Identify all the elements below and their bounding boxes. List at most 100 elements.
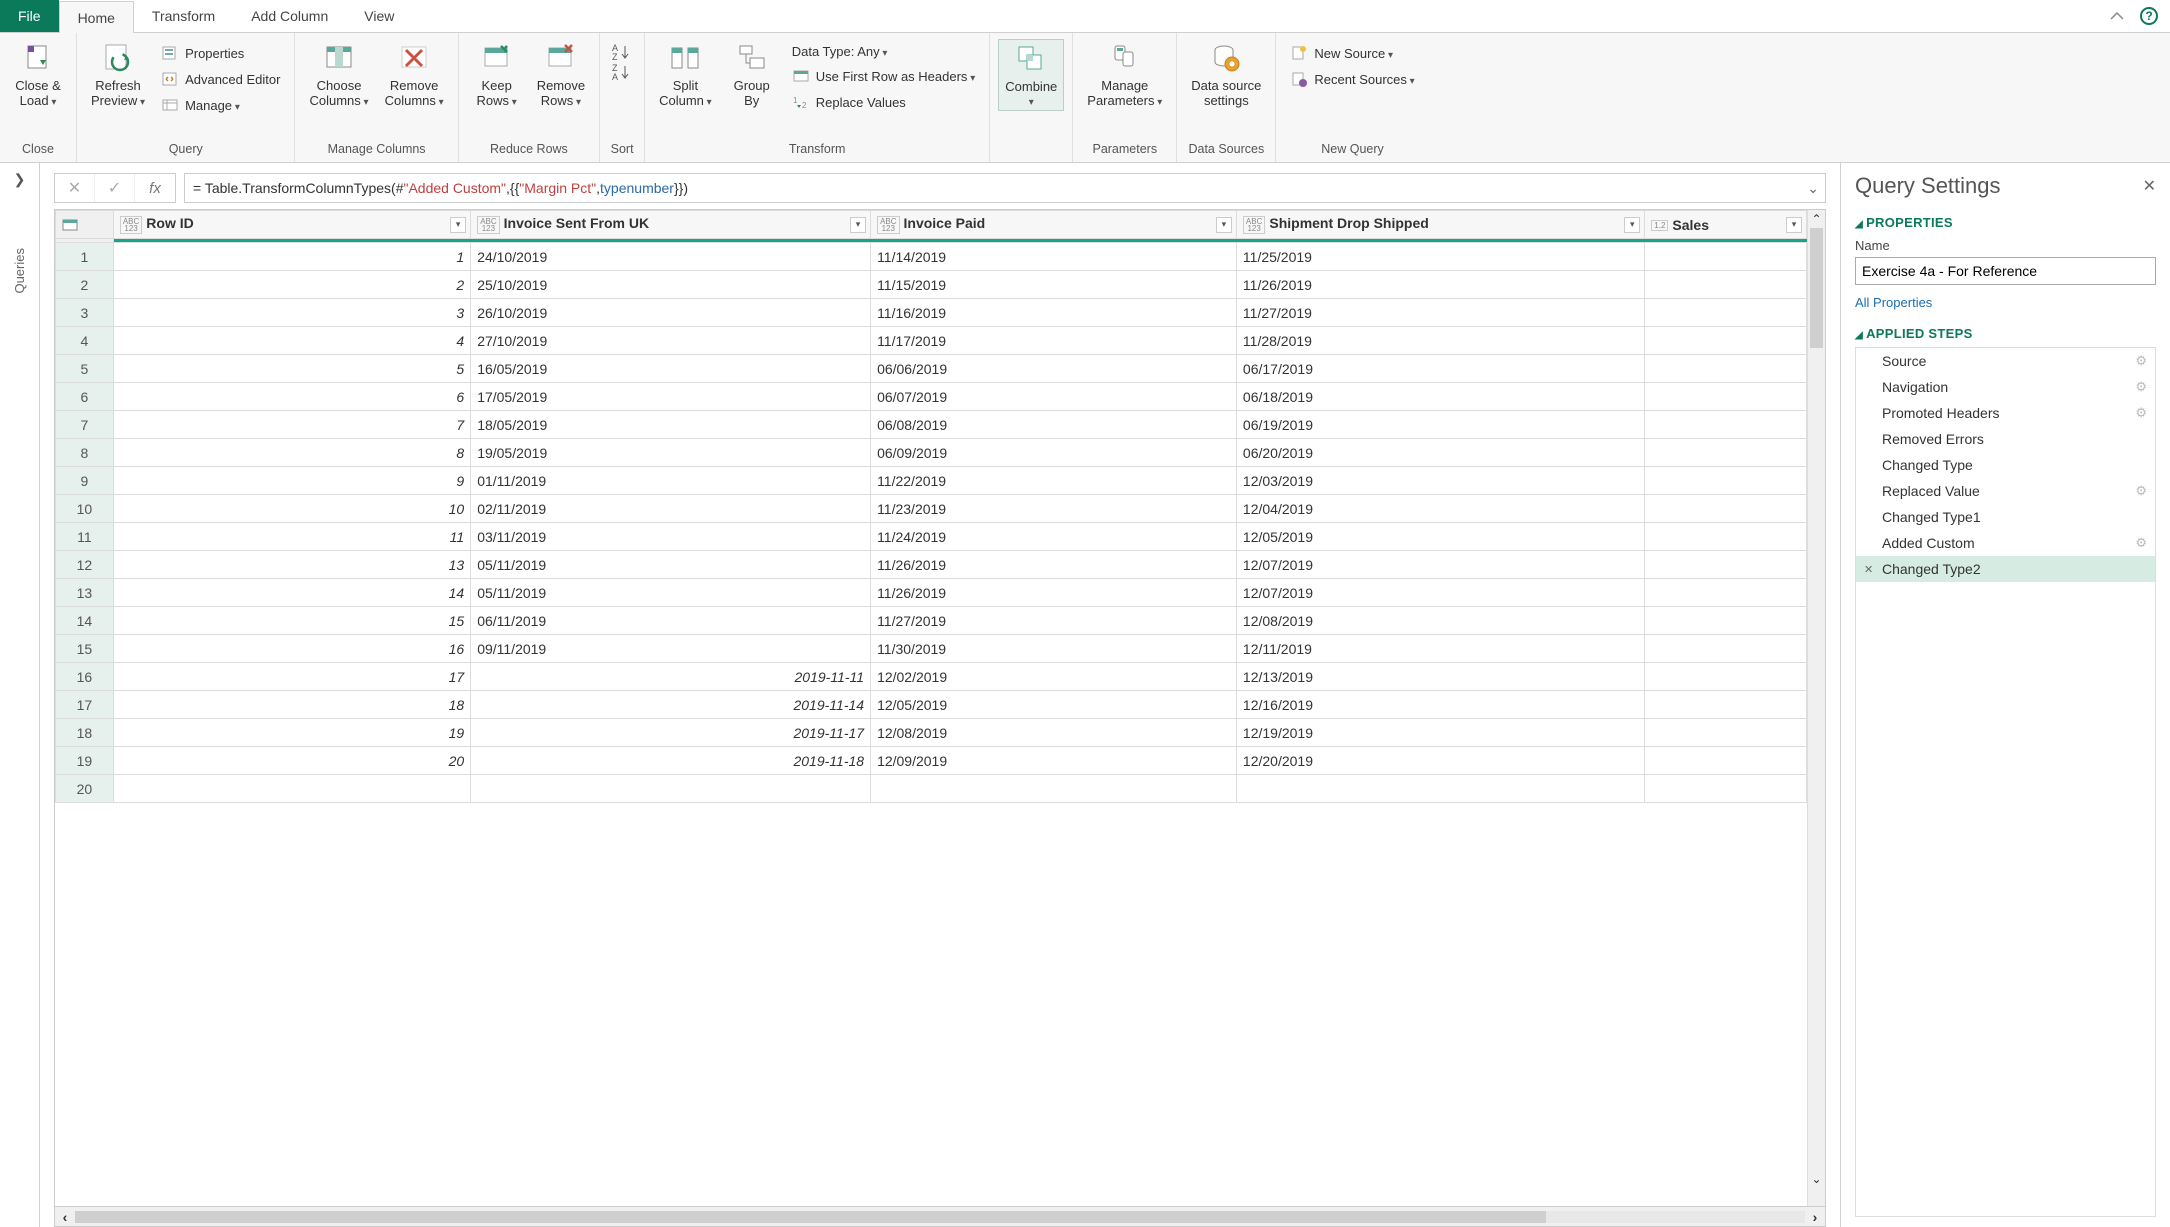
step-gear-icon[interactable]: ⚙ xyxy=(2135,379,2147,395)
split-column-button[interactable]: Split Column xyxy=(653,39,718,111)
cell[interactable]: 11 xyxy=(113,523,470,551)
scroll-up-icon[interactable]: ⌃ xyxy=(1808,212,1825,226)
cell[interactable] xyxy=(871,775,1237,803)
step-gear-icon[interactable]: ⚙ xyxy=(2135,353,2147,369)
cell[interactable] xyxy=(1645,579,1807,607)
cell[interactable]: 12/11/2019 xyxy=(1236,635,1644,663)
tab-transform[interactable]: Transform xyxy=(134,0,233,32)
cell[interactable]: 7 xyxy=(113,411,470,439)
column-filter-icon[interactable]: ▾ xyxy=(450,217,466,233)
collapse-ribbon-icon[interactable] xyxy=(2106,5,2128,27)
row-number[interactable]: 17 xyxy=(56,691,114,719)
cell[interactable]: 11/16/2019 xyxy=(871,299,1237,327)
cell[interactable] xyxy=(1236,775,1644,803)
cell[interactable]: 12/03/2019 xyxy=(1236,467,1644,495)
row-number[interactable]: 14 xyxy=(56,607,114,635)
vertical-scrollbar[interactable]: ⌃ ⌄ xyxy=(1807,210,1825,1206)
close-settings-icon[interactable]: ✕ xyxy=(2143,176,2156,196)
cell[interactable]: 2019-11-17 xyxy=(471,719,871,747)
row-number[interactable]: 20 xyxy=(56,775,114,803)
table-row[interactable]: 12 13 05/11/2019 11/26/2019 12/07/2019 xyxy=(56,551,1807,579)
replace-values-button[interactable]: 12Replace Values xyxy=(786,90,982,114)
cell[interactable] xyxy=(471,775,871,803)
step-gear-icon[interactable]: ⚙ xyxy=(2135,483,2147,499)
cell[interactable]: 8 xyxy=(113,439,470,467)
remove-columns-button[interactable]: Remove Columns xyxy=(379,39,450,111)
cell[interactable]: 3 xyxy=(113,299,470,327)
table-row[interactable]: 10 10 02/11/2019 11/23/2019 12/04/2019 xyxy=(56,495,1807,523)
formula-cancel-icon[interactable]: ✕ xyxy=(55,174,95,202)
data-source-settings-button[interactable]: Data source settings xyxy=(1185,39,1267,111)
table-row[interactable]: 15 16 09/11/2019 11/30/2019 12/11/2019 xyxy=(56,635,1807,663)
table-row[interactable]: 20 xyxy=(56,775,1807,803)
column-header[interactable]: ABC123Invoice Sent From UK▾ xyxy=(471,211,871,239)
tab-view[interactable]: View xyxy=(346,0,412,32)
cell[interactable]: 06/08/2019 xyxy=(871,411,1237,439)
cell[interactable] xyxy=(1645,719,1807,747)
refresh-preview-button[interactable]: Refresh Preview xyxy=(85,39,151,111)
advanced-editor-button[interactable]: Advanced Editor xyxy=(155,67,286,91)
cell[interactable]: 11/27/2019 xyxy=(871,607,1237,635)
cell[interactable] xyxy=(1645,439,1807,467)
formula-dropdown-icon[interactable]: ⌄ xyxy=(1807,180,1819,197)
cell[interactable]: 12/07/2019 xyxy=(1236,551,1644,579)
row-number[interactable]: 16 xyxy=(56,663,114,691)
cell[interactable]: 12/08/2019 xyxy=(1236,607,1644,635)
applied-step[interactable]: Changed Type2 xyxy=(1856,556,2155,582)
row-number[interactable]: 11 xyxy=(56,523,114,551)
cell[interactable]: 11/26/2019 xyxy=(871,579,1237,607)
column-filter-icon[interactable]: ▾ xyxy=(1786,217,1802,233)
cell[interactable]: 19 xyxy=(113,719,470,747)
column-filter-icon[interactable]: ▾ xyxy=(1624,217,1640,233)
close-load-button[interactable]: Close & Load xyxy=(8,39,68,111)
cell[interactable]: 12/19/2019 xyxy=(1236,719,1644,747)
cell[interactable]: 27/10/2019 xyxy=(471,327,871,355)
cell[interactable]: 12/05/2019 xyxy=(1236,523,1644,551)
cell[interactable]: 01/11/2019 xyxy=(471,467,871,495)
cell[interactable] xyxy=(1645,467,1807,495)
table-row[interactable]: 8 8 19/05/2019 06/09/2019 06/20/2019 xyxy=(56,439,1807,467)
cell[interactable]: 26/10/2019 xyxy=(471,299,871,327)
row-number[interactable]: 7 xyxy=(56,411,114,439)
tab-add-column[interactable]: Add Column xyxy=(233,0,346,32)
row-number[interactable]: 6 xyxy=(56,383,114,411)
cell[interactable]: 06/19/2019 xyxy=(1236,411,1644,439)
cell[interactable]: 11/14/2019 xyxy=(871,243,1237,271)
cell[interactable] xyxy=(1645,663,1807,691)
cell[interactable]: 03/11/2019 xyxy=(471,523,871,551)
grid-corner[interactable] xyxy=(56,211,114,239)
applied-step[interactable]: Removed Errors xyxy=(1856,426,2155,452)
row-number[interactable]: 13 xyxy=(56,579,114,607)
cell[interactable]: 16 xyxy=(113,635,470,663)
applied-step[interactable]: Added Custom ⚙ xyxy=(1856,530,2155,556)
table-row[interactable]: 18 19 2019-11-17 12/08/2019 12/19/2019 xyxy=(56,719,1807,747)
cell[interactable]: 12/09/2019 xyxy=(871,747,1237,775)
cell[interactable]: 24/10/2019 xyxy=(471,243,871,271)
table-row[interactable]: 2 2 25/10/2019 11/15/2019 11/26/2019 xyxy=(56,271,1807,299)
tab-home[interactable]: Home xyxy=(59,1,134,33)
properties-button[interactable]: Properties xyxy=(155,41,286,65)
cell[interactable]: 5 xyxy=(113,355,470,383)
manage-parameters-button[interactable]: Manage Parameters xyxy=(1081,39,1168,111)
cell[interactable] xyxy=(1645,635,1807,663)
column-header[interactable]: ABC123Invoice Paid▾ xyxy=(871,211,1237,239)
row-number[interactable]: 10 xyxy=(56,495,114,523)
cell[interactable]: 12/16/2019 xyxy=(1236,691,1644,719)
cell[interactable]: 6 xyxy=(113,383,470,411)
data-type-button[interactable]: Data Type: Any xyxy=(786,41,982,62)
formula-input[interactable]: = Table.TransformColumnTypes(#"Added Cus… xyxy=(184,173,1826,203)
scroll-down-icon[interactable]: ⌄ xyxy=(1808,1172,1825,1186)
cell[interactable]: 19/05/2019 xyxy=(471,439,871,467)
applied-steps-header[interactable]: APPLIED STEPS xyxy=(1855,326,2156,341)
row-number[interactable]: 8 xyxy=(56,439,114,467)
cell[interactable]: 05/11/2019 xyxy=(471,551,871,579)
column-filter-icon[interactable]: ▾ xyxy=(850,217,866,233)
cell[interactable]: 13 xyxy=(113,551,470,579)
cell[interactable]: 2019-11-14 xyxy=(471,691,871,719)
row-number[interactable]: 12 xyxy=(56,551,114,579)
cell[interactable]: 06/18/2019 xyxy=(1236,383,1644,411)
cell[interactable]: 12/08/2019 xyxy=(871,719,1237,747)
column-header[interactable]: 1.2Sales▾ xyxy=(1645,211,1807,239)
cell[interactable]: 09/11/2019 xyxy=(471,635,871,663)
cell[interactable] xyxy=(1645,411,1807,439)
